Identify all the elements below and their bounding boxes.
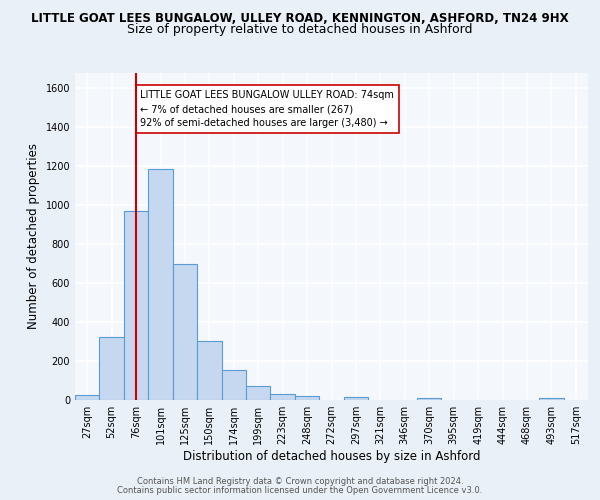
Text: Contains public sector information licensed under the Open Government Licence v3: Contains public sector information licen…: [118, 486, 482, 495]
Text: LITTLE GOAT LEES BUNGALOW, ULLEY ROAD, KENNINGTON, ASHFORD, TN24 9HX: LITTLE GOAT LEES BUNGALOW, ULLEY ROAD, K…: [31, 12, 569, 26]
Bar: [100, 336, 124, 400]
Bar: [148, 169, 173, 400]
Bar: [124, 211, 148, 400]
X-axis label: Distribution of detached houses by size in Ashford: Distribution of detached houses by size …: [183, 450, 480, 463]
Bar: [344, 397, 368, 400]
Bar: [271, 394, 295, 400]
Bar: [295, 396, 319, 400]
Bar: [539, 398, 563, 400]
Text: Size of property relative to detached houses in Ashford: Size of property relative to detached ho…: [127, 22, 473, 36]
Text: LITTLE GOAT LEES BUNGALOW ULLEY ROAD: 74sqm
← 7% of detached houses are smaller : LITTLE GOAT LEES BUNGALOW ULLEY ROAD: 74…: [140, 90, 394, 128]
Bar: [75, 394, 100, 400]
Bar: [417, 398, 442, 400]
Bar: [173, 264, 197, 400]
Text: Contains HM Land Registry data © Crown copyright and database right 2024.: Contains HM Land Registry data © Crown c…: [137, 477, 463, 486]
Y-axis label: Number of detached properties: Number of detached properties: [27, 143, 40, 329]
Bar: [197, 340, 221, 400]
Bar: [221, 370, 246, 400]
Bar: [246, 386, 271, 400]
